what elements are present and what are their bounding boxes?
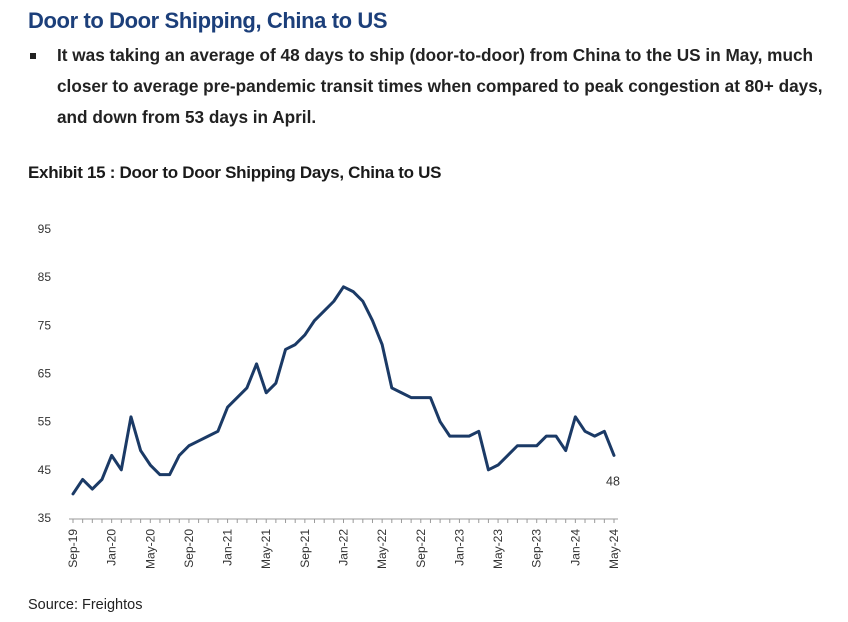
data-point [487, 468, 490, 471]
bullet-square-icon [30, 53, 36, 59]
data-point [91, 488, 94, 491]
data-point [584, 430, 587, 433]
x-tick-label: Jan-23 [452, 529, 466, 566]
data-point [516, 444, 519, 447]
source-note: Source: Freightos [28, 597, 143, 613]
x-tick-label: May-22 [375, 529, 389, 569]
x-tick-label: May-20 [143, 529, 157, 569]
x-tick-label: May-23 [491, 529, 505, 569]
x-tick-label: Sep-20 [182, 529, 196, 568]
data-point [555, 435, 558, 438]
data-point [274, 382, 277, 385]
data-point [323, 309, 326, 312]
data-point [613, 454, 616, 457]
data-point [168, 473, 171, 476]
summary-bullet: It was taking an average of 48 days to s… [30, 40, 835, 133]
data-point [178, 454, 181, 457]
data-label: 48 [606, 474, 620, 488]
data-point [245, 386, 248, 389]
data-point [284, 348, 287, 351]
data-point [72, 492, 75, 495]
x-tick-label: Sep-23 [530, 529, 544, 568]
data-point [439, 420, 442, 423]
data-point [303, 333, 306, 336]
data-point [564, 449, 567, 452]
series-line [71, 285, 616, 496]
data-point [226, 406, 229, 409]
data-point [390, 386, 393, 389]
data-point [265, 391, 268, 394]
data-point [197, 439, 200, 442]
page-title: Door to Door Shipping, China to US [28, 8, 388, 33]
y-tick-label: 85 [38, 270, 52, 284]
data-point [313, 319, 316, 322]
x-tick-label: Jan-21 [221, 529, 235, 566]
exhibit-title: Exhibit 15 : Door to Door Shipping Days,… [28, 163, 442, 182]
data-point [545, 435, 548, 438]
data-point [158, 473, 161, 476]
y-tick-label: 45 [38, 463, 52, 477]
data-point [419, 396, 422, 399]
data-point [332, 300, 335, 303]
data-point [574, 415, 577, 418]
data-point [458, 435, 461, 438]
data-point [603, 430, 606, 433]
y-tick-label: 95 [38, 222, 52, 236]
data-point [294, 343, 297, 346]
data-point [81, 478, 84, 481]
data-point [468, 435, 471, 438]
x-tick-label: Jan-22 [337, 529, 351, 566]
data-point [352, 290, 355, 293]
y-tick-label: 55 [38, 415, 52, 429]
data-point [506, 454, 509, 457]
data-point [410, 396, 413, 399]
data-point [448, 435, 451, 438]
data-point [526, 444, 529, 447]
data-point [371, 319, 374, 322]
x-tick-label: Sep-21 [298, 529, 312, 568]
x-tick-label: May-24 [607, 529, 621, 569]
data-point [216, 430, 219, 433]
x-tick-label: May-21 [259, 529, 273, 569]
y-tick-label: 75 [38, 318, 52, 332]
data-point [207, 435, 210, 438]
data-point [497, 464, 500, 467]
data-point [129, 415, 132, 418]
data-point [342, 285, 345, 288]
data-point [120, 468, 123, 471]
data-point [100, 478, 103, 481]
data-point [149, 464, 152, 467]
x-tick-label: Jan-20 [105, 529, 119, 566]
data-point [477, 430, 480, 433]
y-tick-label: 65 [38, 367, 52, 381]
x-tick-label: Jan-24 [568, 529, 582, 566]
data-point [361, 300, 364, 303]
data-point [381, 343, 384, 346]
x-tick-label: Sep-22 [414, 529, 428, 568]
data-point [429, 396, 432, 399]
data-point [255, 362, 258, 365]
data-point [535, 444, 538, 447]
x-tick-label: Sep-19 [66, 529, 80, 568]
data-point [139, 449, 142, 452]
data-point [236, 396, 239, 399]
y-tick-label: 35 [38, 511, 52, 525]
data-point [400, 391, 403, 394]
data-point [110, 454, 113, 457]
data-point [593, 435, 596, 438]
data-point [187, 444, 190, 447]
summary-text: It was taking an average of 48 days to s… [57, 45, 823, 127]
